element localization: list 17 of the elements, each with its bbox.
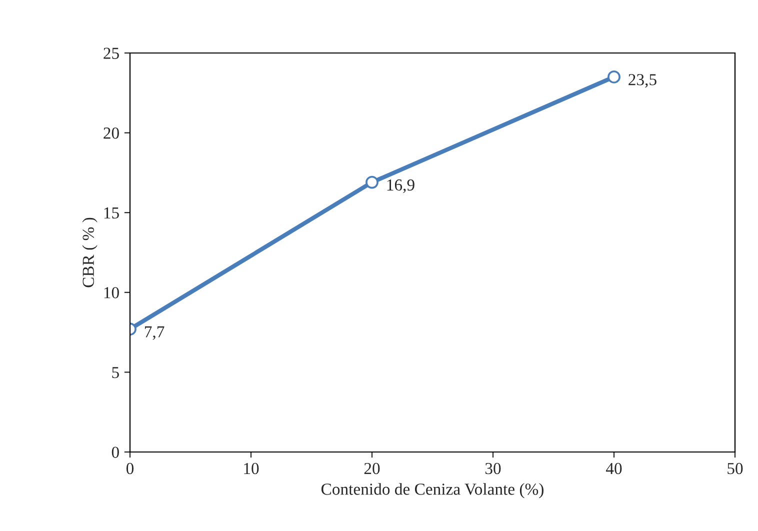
- x-tick-label: 50: [728, 462, 743, 474]
- y-tick-label: 25: [104, 48, 119, 59]
- y-axis-title: CBR ( % ): [82, 218, 98, 288]
- y-tick-label: 10: [104, 287, 119, 298]
- x-tick-label: 20: [364, 462, 380, 474]
- y-tick-label: 5: [112, 367, 119, 378]
- x-tick-label: 10: [244, 462, 259, 474]
- x-tick-label: 30: [485, 462, 501, 474]
- data-label: 23,5: [628, 74, 656, 88]
- data-label: 16,9: [387, 179, 414, 194]
- y-tick-label: 15: [104, 207, 119, 219]
- y-tick-label: 20: [104, 128, 119, 139]
- y-tick-label: 0: [112, 446, 119, 458]
- x-tick-label: 0: [126, 462, 134, 474]
- x-tick-label: 40: [606, 462, 622, 474]
- x-axis-title: Contenido de Ceniza Volante (%): [321, 483, 544, 498]
- data-label: 7,7: [144, 326, 164, 340]
